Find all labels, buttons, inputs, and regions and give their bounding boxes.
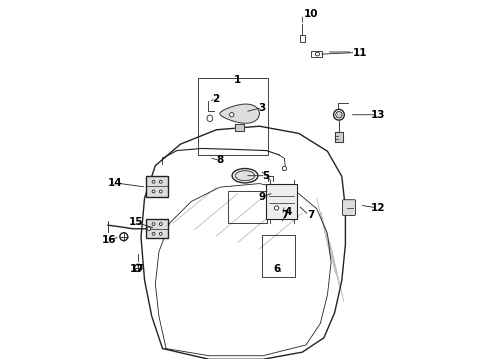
Ellipse shape (152, 232, 155, 235)
Bar (197, 78, 268, 155)
Ellipse shape (232, 168, 258, 183)
Ellipse shape (334, 109, 344, 120)
Ellipse shape (159, 232, 162, 235)
Text: 11: 11 (352, 48, 367, 58)
Text: 12: 12 (370, 203, 385, 213)
Ellipse shape (159, 223, 162, 226)
Ellipse shape (274, 206, 279, 210)
Text: 13: 13 (370, 110, 385, 120)
Ellipse shape (147, 227, 151, 230)
Ellipse shape (135, 264, 142, 271)
Text: 15: 15 (128, 217, 143, 227)
Text: 8: 8 (216, 155, 223, 165)
Bar (262, 234, 295, 277)
Text: 14: 14 (108, 178, 122, 188)
Bar (147, 219, 168, 238)
Bar (266, 184, 297, 220)
Text: 2: 2 (212, 94, 219, 104)
Ellipse shape (120, 233, 128, 240)
Ellipse shape (273, 194, 277, 198)
Text: 7: 7 (281, 210, 289, 220)
FancyBboxPatch shape (343, 200, 355, 216)
Bar (299, 36, 305, 42)
Ellipse shape (336, 112, 342, 118)
Text: 10: 10 (304, 9, 319, 19)
Ellipse shape (152, 223, 155, 226)
Text: 16: 16 (101, 235, 116, 245)
Polygon shape (335, 132, 343, 141)
Text: 17: 17 (130, 264, 145, 274)
Polygon shape (235, 125, 244, 131)
Ellipse shape (230, 113, 234, 117)
Bar (311, 51, 322, 57)
Ellipse shape (235, 171, 255, 181)
Bar (228, 191, 267, 223)
Ellipse shape (315, 52, 319, 56)
Bar (147, 176, 168, 197)
Ellipse shape (207, 115, 213, 122)
Text: 3: 3 (259, 103, 266, 113)
Text: 4: 4 (284, 207, 292, 217)
Text: 6: 6 (273, 264, 280, 274)
Ellipse shape (282, 166, 287, 171)
Ellipse shape (152, 180, 155, 183)
Ellipse shape (152, 190, 155, 193)
Text: 1: 1 (234, 75, 242, 85)
Text: 5: 5 (262, 171, 270, 181)
Text: 9: 9 (259, 192, 266, 202)
Polygon shape (220, 104, 259, 123)
Text: 7: 7 (308, 210, 315, 220)
Ellipse shape (159, 190, 162, 193)
Ellipse shape (159, 180, 162, 183)
